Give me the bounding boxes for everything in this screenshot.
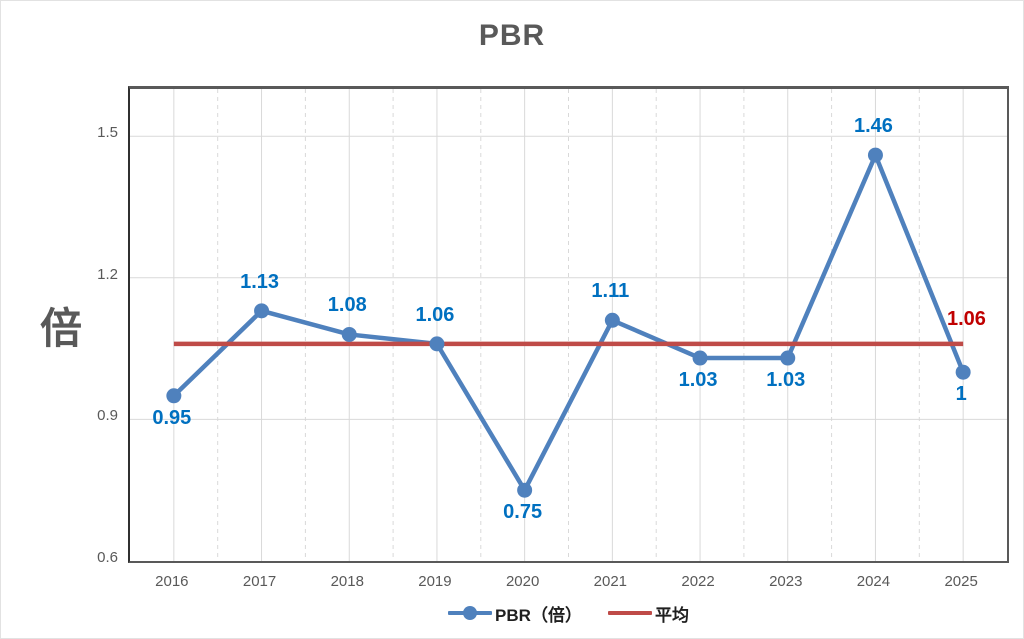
data-label: 1.11 [591,280,630,303]
legend: PBR（倍） 平均 [128,598,1009,628]
legend-item-pbr: PBR（倍） [448,601,582,626]
data-point [429,336,445,352]
data-point [867,147,883,163]
x-tick-label: 2024 [856,573,891,590]
x-tick-label: 2016 [155,573,189,590]
data-label: 1.08 [327,294,367,317]
legend-line-icon [607,611,652,615]
plot-svg [130,89,1007,561]
data-label: 0.75 [503,501,543,524]
data-point [780,350,796,366]
y-axis-title: 倍 [39,305,82,352]
data-point [692,350,708,366]
legend-label-pbr: PBR（倍） [495,605,582,625]
data-label: 1.03 [766,369,806,392]
data-label: 1.46 [853,115,893,138]
y-tick-label: 1.5 [97,124,118,142]
data-label: 0.95 [152,406,192,429]
y-tick-label: 1.2 [97,265,118,283]
data-point [955,364,971,380]
data-point [604,312,620,328]
x-tick-label: 2022 [681,573,715,590]
x-tick-label: 2019 [418,573,452,590]
x-tick-label: 2018 [330,573,364,590]
data-label: 1.13 [240,270,280,293]
data-point [517,482,533,498]
data-label: 1.03 [678,369,718,392]
legend-label-average: 平均 [654,605,689,625]
average-label: 1.06 [947,307,986,330]
plot-area [128,86,1009,563]
pbr-line [172,152,966,493]
data-point [341,326,357,342]
data-point [166,388,182,404]
x-tick-label: 2020 [505,573,540,590]
y-tick-label: 0.9 [97,407,118,425]
x-tick-label: 2021 [593,573,628,590]
legend-dot-icon [463,606,478,620]
data-point [254,303,270,319]
chart-title: PBR [478,19,546,52]
legend-item-average: 平均 [607,601,689,626]
x-tick-label: 2025 [944,573,978,590]
x-tick-label: 2017 [242,573,277,590]
data-label: 1.06 [415,303,455,326]
legend-line-marker-icon [448,606,493,620]
x-tick-label: 2023 [769,573,803,590]
data-label: 1 [955,383,967,406]
y-tick-label: 0.6 [97,549,118,566]
